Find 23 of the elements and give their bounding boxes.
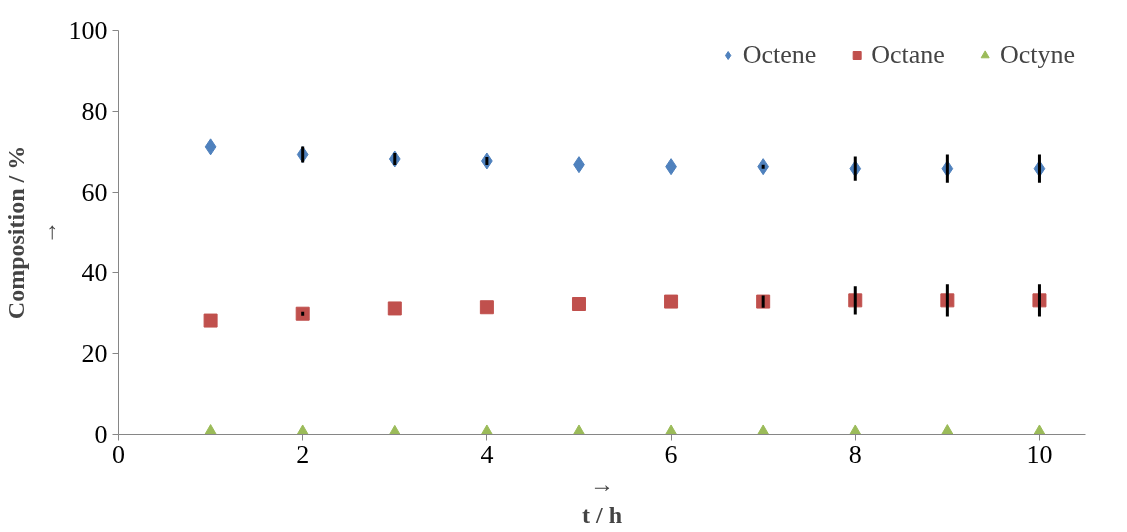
point	[387, 301, 402, 316]
y-tick-label: 60	[81, 177, 108, 207]
x-tick-label: 4	[480, 439, 494, 469]
x-tick-label: 2	[296, 439, 310, 469]
point	[571, 297, 586, 312]
x-tick-label: 10	[1026, 439, 1053, 469]
y-tick-label: 40	[81, 258, 108, 288]
point	[204, 138, 217, 156]
x-tick-label: 8	[848, 439, 862, 469]
point	[203, 313, 218, 328]
legend-label: Octane	[871, 40, 945, 70]
legend-label: Octyne	[999, 40, 1075, 70]
legend-label: Octene	[742, 40, 817, 70]
point	[479, 300, 494, 315]
y-tick-label: 100	[68, 16, 108, 45]
y-tick-label: 20	[81, 339, 108, 369]
point	[295, 306, 310, 321]
x-tick-label: 6	[664, 439, 678, 469]
y-tick-label: 0	[94, 420, 108, 449]
x-axis-title: → t / h	[582, 470, 623, 528]
y-axis-title: Composition / % →	[3, 145, 61, 320]
point	[664, 294, 679, 309]
y-tick-label: 80	[81, 96, 108, 126]
